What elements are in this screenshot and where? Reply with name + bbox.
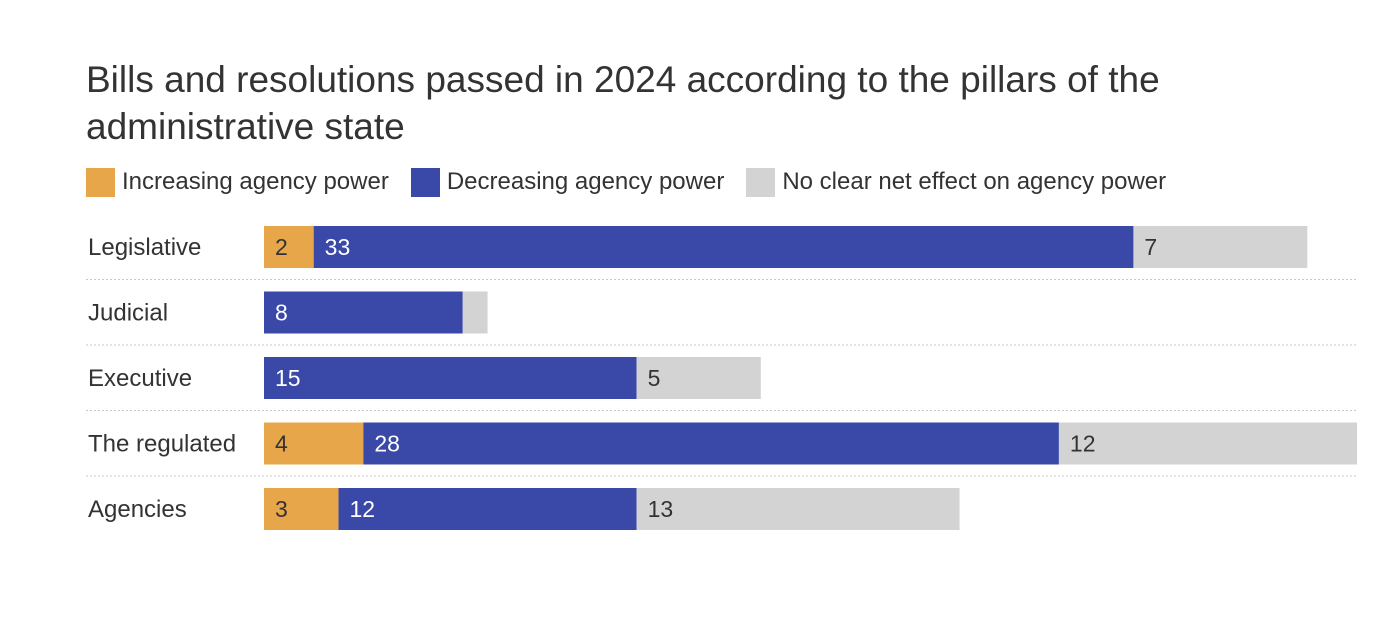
data-label-the-regulated-increasing: 4 [275, 431, 288, 457]
chart: Bills and resolutions passed in 2024 acc… [0, 0, 1398, 634]
category-label-the-regulated: The regulated [88, 431, 236, 458]
data-label-agencies-no-clear-effect: 13 [648, 496, 674, 522]
category-label-agencies: Agencies [88, 496, 187, 523]
plot-area: Legislative 2 33 7 Judicial 8 Executive 15 5 The … [0, 0, 1398, 634]
category-label-legislative: Legislative [88, 234, 201, 261]
data-label-agencies-increasing: 3 [275, 496, 288, 522]
data-label-legislative-increasing: 2 [275, 234, 288, 260]
data-label-judicial-decreasing: 8 [275, 300, 288, 326]
bar-the-regulated-no-clear-effect [1059, 423, 1357, 465]
bar-legislative-decreasing [314, 226, 1134, 268]
data-label-the-regulated-decreasing: 28 [374, 431, 400, 457]
bar-agencies-no-clear-effect [637, 488, 960, 530]
data-label-legislative-decreasing: 33 [325, 234, 351, 260]
data-label-legislative-no-clear-effect: 7 [1144, 234, 1157, 260]
data-label-the-regulated-no-clear-effect: 12 [1070, 431, 1096, 457]
data-label-agencies-decreasing: 12 [350, 496, 376, 522]
bar-judicial-decreasing [264, 292, 463, 334]
bar-the-regulated-decreasing [363, 423, 1059, 465]
category-label-judicial: Judicial [88, 300, 168, 327]
bar-legislative-no-clear-effect [1133, 226, 1307, 268]
bar-legislative-increasing [264, 226, 314, 268]
bar-judicial-no-clear-effect [463, 292, 488, 334]
data-label-executive-no-clear-effect: 5 [648, 365, 661, 391]
category-label-executive: Executive [88, 365, 192, 392]
bar-agencies-decreasing [339, 488, 637, 530]
bar-executive-decreasing [264, 357, 637, 399]
data-label-executive-decreasing: 15 [275, 365, 301, 391]
